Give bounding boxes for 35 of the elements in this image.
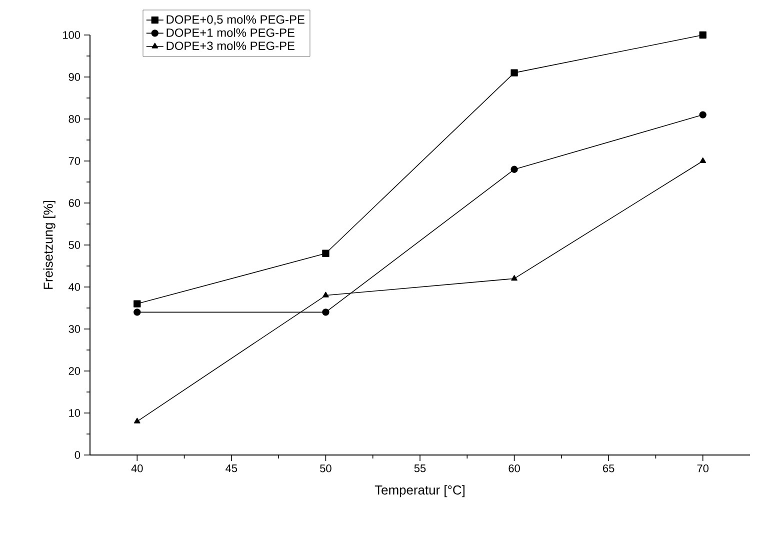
y-tick-label: 0 bbox=[74, 451, 80, 459]
y-tick-label: 10 bbox=[69, 409, 80, 417]
x-tick-label: 70 bbox=[697, 464, 709, 472]
y-tick-label: 70 bbox=[68, 157, 80, 165]
x-axis-title: Temperatur [°C] bbox=[374, 485, 464, 498]
y-tick-label: 20 bbox=[68, 367, 80, 375]
x-tick-label: 40 bbox=[131, 464, 143, 472]
y-tick-label: 40 bbox=[68, 283, 80, 291]
x-tick-label: 50 bbox=[320, 464, 332, 472]
y-tick-label: 90 bbox=[68, 73, 80, 81]
x-tick-label: 55 bbox=[414, 464, 426, 472]
y-axis-title: Freisetzung [%] bbox=[43, 200, 56, 289]
point bbox=[322, 292, 329, 298]
point bbox=[699, 31, 706, 39]
point bbox=[134, 308, 141, 316]
legend-label: DOPE+0,5 mol% PEG-PE bbox=[166, 14, 304, 26]
point bbox=[700, 157, 706, 163]
x-tick-label: 65 bbox=[603, 464, 614, 472]
y-tick-label: 30 bbox=[68, 325, 80, 333]
point bbox=[322, 308, 330, 316]
point bbox=[322, 250, 330, 257]
x-tick-label: 45 bbox=[226, 464, 238, 472]
point bbox=[134, 418, 140, 424]
legend-label: DOPE+1 mol% PEG-PE bbox=[166, 28, 294, 37]
point bbox=[510, 69, 518, 76]
point bbox=[511, 275, 518, 281]
y-tick-label: 50 bbox=[68, 241, 80, 249]
y-tick-label: 100 bbox=[63, 31, 80, 39]
point bbox=[699, 111, 706, 118]
point bbox=[510, 166, 518, 173]
point bbox=[134, 300, 141, 308]
x-tick-label: 60 bbox=[508, 464, 520, 472]
y-tick-label: 60 bbox=[68, 199, 80, 207]
legend-label: DOPE+3 mol% PEG-PE bbox=[166, 41, 294, 50]
y-tick-label: 80 bbox=[68, 115, 80, 123]
